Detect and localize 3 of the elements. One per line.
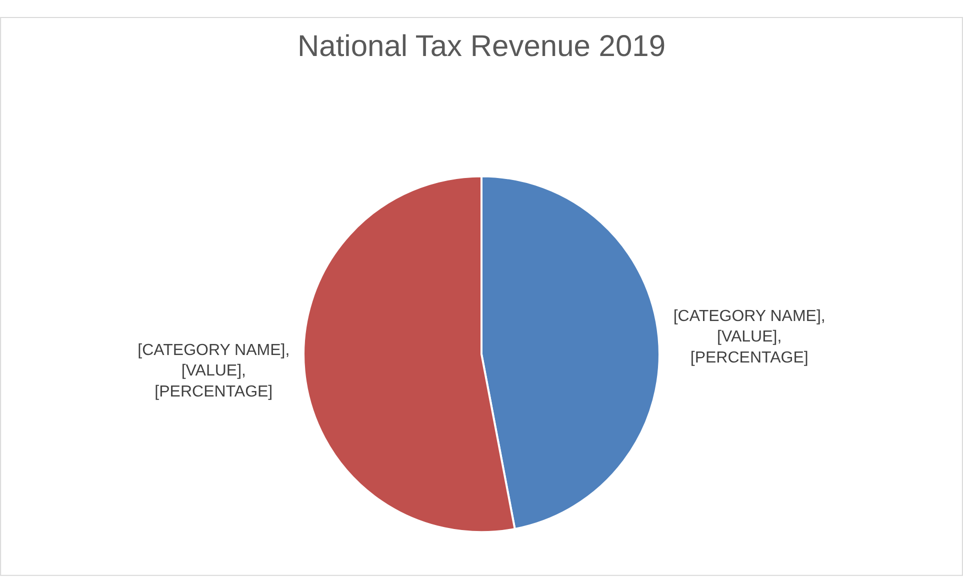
data-label: [CATEGORY NAME], [VALUE], [PERCENTAGE] <box>138 342 290 400</box>
data-label: [CATEGORY NAME], [VALUE], [PERCENTAGE] <box>673 308 826 366</box>
chart-title: National Tax Revenue 2019 <box>297 30 666 63</box>
